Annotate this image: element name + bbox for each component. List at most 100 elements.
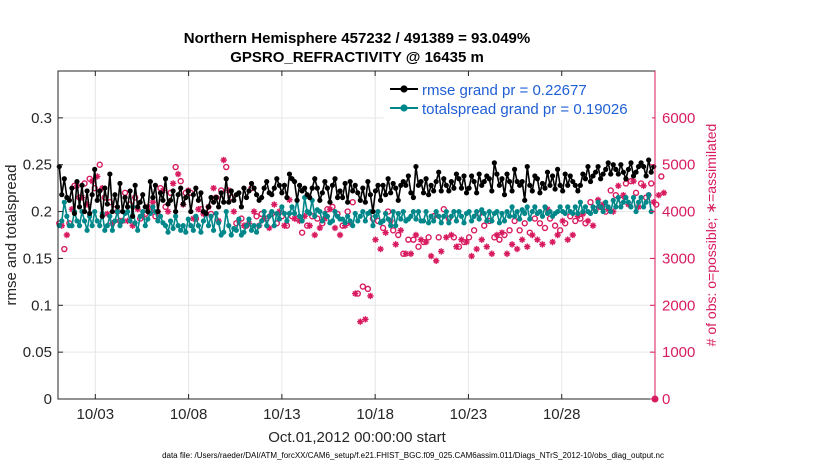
obs-assimilated-marker <box>483 243 490 250</box>
obs-assimilated-marker <box>63 231 71 239</box>
spread-marker <box>213 210 219 217</box>
y-axis-label-left: rmse and totalspread <box>3 165 20 306</box>
rmse-marker <box>375 182 381 188</box>
spread-marker <box>360 208 366 215</box>
rmse-marker <box>630 173 637 179</box>
spread-marker <box>362 218 368 224</box>
obs-assimilated-marker <box>336 231 344 239</box>
obs-assimilated-marker <box>458 236 465 243</box>
x-tick-label: 10/18 <box>356 406 394 423</box>
rmse-marker <box>370 208 376 215</box>
obs-assimilated-marker <box>276 208 283 215</box>
rmse-marker <box>253 192 260 198</box>
rmse-marker <box>226 199 232 205</box>
spread-marker <box>256 223 262 229</box>
obs-assimilated-marker <box>195 206 202 213</box>
rmse-marker <box>99 213 105 219</box>
rmse-marker <box>549 173 556 179</box>
spread-marker <box>468 218 475 224</box>
spread-marker <box>185 216 191 222</box>
rmse-marker <box>251 185 257 191</box>
spread-marker <box>264 223 270 229</box>
legend-spread-label: totalspread grand pr = 0.19026 <box>422 101 628 118</box>
obs-possible-marker <box>359 283 367 290</box>
rmse-marker <box>481 178 487 185</box>
obs-assimilated-marker <box>367 292 374 300</box>
rmse-marker <box>223 176 229 182</box>
obs-assimilated-marker <box>412 231 420 239</box>
rmse-marker <box>334 194 341 201</box>
spread-marker <box>180 223 186 229</box>
rmse-marker <box>415 182 422 188</box>
obs-assimilated-marker <box>311 231 318 239</box>
rmse-marker <box>529 188 535 194</box>
spread-marker <box>195 223 201 229</box>
rmse-marker <box>506 178 513 185</box>
rmse-marker <box>509 188 515 194</box>
obs-assimilated-marker <box>281 222 288 229</box>
rmse-marker <box>603 166 609 172</box>
obs-possible-marker <box>541 224 549 232</box>
rmse-marker <box>155 208 161 215</box>
rmse-marker <box>537 190 543 196</box>
obs-assimilated-marker <box>630 177 637 185</box>
rmse-marker <box>114 204 121 210</box>
rmse-marker <box>216 204 222 210</box>
spread-marker <box>307 210 313 217</box>
rmse-marker <box>365 178 371 185</box>
spread-marker <box>400 208 406 215</box>
rmse-marker <box>322 178 328 185</box>
spread-marker <box>150 204 156 210</box>
spread-marker <box>266 213 272 219</box>
rmse-marker <box>94 197 100 203</box>
obs-assimilated-marker <box>539 241 546 248</box>
obs-possible-marker <box>481 222 488 229</box>
spread-marker <box>291 210 298 217</box>
x-tick-label: 10/08 <box>170 406 208 423</box>
rmse-marker <box>173 208 179 215</box>
legend-rmse-label: rmse grand pr = 0.22677 <box>422 82 587 99</box>
rmse-marker <box>443 182 449 188</box>
rmse-marker <box>137 199 143 205</box>
rmse-marker <box>132 182 138 188</box>
rmse-line <box>58 159 655 217</box>
spread-marker <box>499 210 505 217</box>
rmse-marker <box>135 204 141 210</box>
rmse-marker <box>107 171 113 177</box>
spread-marker <box>142 223 148 229</box>
rmse-marker <box>491 160 497 166</box>
rmse-marker <box>410 194 417 201</box>
spread-marker <box>216 220 222 226</box>
spread-marker <box>517 216 523 222</box>
spread-marker <box>479 207 485 213</box>
obs-assimilated-marker <box>473 245 480 253</box>
rmse-marker <box>544 169 551 175</box>
rmse-marker <box>142 204 148 210</box>
spread-marker <box>317 208 323 215</box>
right-tick-label: 6000 <box>662 110 695 127</box>
spread-marker <box>165 229 171 235</box>
spread-marker <box>59 218 65 224</box>
obs-assimilated-marker <box>640 182 647 189</box>
spread-marker <box>289 204 295 210</box>
spread-marker <box>565 204 571 210</box>
spread-marker <box>509 204 515 210</box>
obs-assimilated-marker <box>443 234 450 241</box>
spread-marker <box>456 208 462 215</box>
obs-assimilated-marker <box>498 229 506 236</box>
x-tick-label: 10/13 <box>263 406 301 423</box>
rmse-marker <box>572 182 578 188</box>
rmse-marker <box>560 188 566 194</box>
spread-marker <box>200 218 207 224</box>
spread-marker <box>357 213 363 219</box>
rmse-marker <box>122 194 128 201</box>
spread-marker <box>512 213 518 219</box>
y-axis-label-right: # of obs: o=possible; ∗=assimilated <box>703 124 719 347</box>
rmse-marker <box>281 182 288 188</box>
rmse-marker <box>385 176 391 182</box>
obs-assimilated-marker <box>250 208 258 215</box>
spread-marker <box>137 213 143 219</box>
spread-marker <box>582 204 589 210</box>
rmse-marker <box>592 169 599 175</box>
spread-marker <box>557 204 563 210</box>
